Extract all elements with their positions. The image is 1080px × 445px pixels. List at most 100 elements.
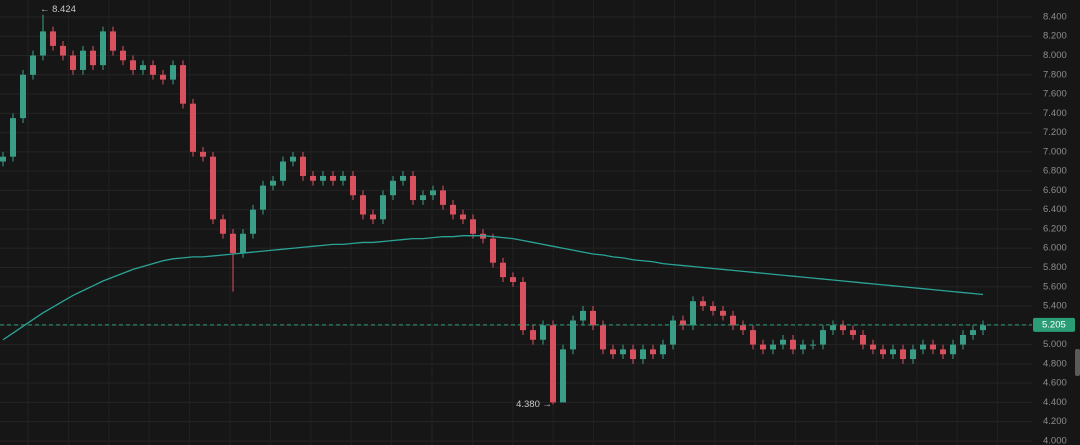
candle-body: [690, 301, 696, 326]
candle-body: [470, 219, 476, 234]
candle-body: [460, 214, 466, 220]
high-annotation: ← 8.424: [40, 4, 76, 15]
candle-body: [540, 325, 546, 340]
candle-body: [580, 310, 586, 321]
candle-body: [60, 45, 66, 56]
candle-body: [770, 344, 776, 350]
candle-body: [890, 349, 896, 355]
candle-body: [750, 330, 756, 345]
y-tick-label: 7.400: [1043, 108, 1067, 119]
candle-body: [570, 320, 576, 350]
candle-body: [820, 330, 826, 345]
candle-body: [640, 349, 646, 360]
y-tick-label: 6.800: [1043, 166, 1067, 177]
candle-body: [910, 349, 916, 360]
candle-body: [680, 320, 686, 326]
candle-body: [550, 325, 556, 403]
candle-body: [100, 31, 106, 66]
candle-body: [630, 349, 636, 360]
y-tick-label: 8.200: [1043, 31, 1067, 42]
candle-body: [430, 190, 436, 196]
candle-body: [850, 330, 856, 335]
candle-body: [800, 344, 806, 350]
candle-body: [260, 185, 266, 210]
y-tick-label: 7.800: [1043, 69, 1067, 80]
candle-body: [280, 161, 286, 181]
candle-body: [300, 156, 306, 176]
candle-body: [930, 344, 936, 350]
candle-body: [0, 156, 6, 162]
candle-body: [240, 233, 246, 254]
price-label-box: [1033, 317, 1075, 332]
y-tick-label: 6.200: [1043, 223, 1067, 234]
candle-body: [950, 344, 956, 355]
candle-body: [620, 349, 626, 355]
candle-body: [710, 306, 716, 311]
y-tick-label: 7.200: [1043, 127, 1067, 138]
y-tick-label: 4.600: [1043, 378, 1067, 389]
candle-body: [130, 60, 136, 70]
candle-body: [310, 175, 316, 181]
candle-body: [840, 325, 846, 331]
candle-body: [490, 238, 496, 263]
candle-body: [510, 277, 516, 282]
y-tick-label: 5.400: [1043, 301, 1067, 312]
candle-body: [70, 55, 76, 70]
candle-body: [960, 334, 966, 345]
candle-body: [760, 344, 766, 350]
candle-body: [80, 50, 86, 70]
candle-body: [400, 175, 406, 181]
y-tick-label: 8.000: [1043, 50, 1067, 61]
candle-body: [160, 74, 166, 80]
candle-body: [190, 103, 196, 152]
candle-body: [860, 334, 866, 345]
candle-body: [50, 31, 56, 46]
candle-body: [90, 50, 96, 66]
candle-body: [940, 349, 946, 355]
candle-body: [530, 330, 536, 340]
y-tick-label: 4.800: [1043, 358, 1067, 369]
candle-body: [320, 175, 326, 181]
candle-body: [270, 180, 276, 186]
candle-body: [150, 65, 156, 75]
candle-body: [900, 349, 906, 360]
candle-body: [200, 151, 206, 157]
candle-body: [740, 325, 746, 331]
candle-body: [590, 310, 596, 326]
candle-body: [780, 339, 786, 345]
scroll-handle[interactable]: [1075, 349, 1080, 376]
low-annotation: 4.380 →: [516, 399, 552, 410]
candle-body: [330, 175, 336, 181]
candle-body: [140, 65, 146, 70]
y-tick-label: 5.800: [1043, 262, 1067, 273]
y-tick-label: 8.400: [1043, 11, 1067, 22]
candle-body: [370, 214, 376, 220]
y-tick-label: 6.000: [1043, 243, 1067, 254]
candle-body: [10, 118, 16, 157]
candle-body: [670, 320, 676, 345]
candle-body: [210, 156, 216, 220]
candle-body: [110, 31, 116, 51]
candle-body: [920, 344, 926, 350]
candle-body: [180, 65, 186, 104]
candle-body: [340, 175, 346, 181]
candle-body: [290, 156, 296, 162]
y-tick-label: 4.000: [1043, 435, 1067, 445]
y-tick-label: 7.600: [1043, 89, 1067, 100]
y-tick-label: 4.200: [1043, 416, 1067, 427]
candle-body: [230, 233, 236, 254]
candle-body: [120, 50, 126, 61]
candle-body: [220, 219, 226, 234]
y-tick-label: 6.600: [1043, 185, 1067, 196]
candle-body: [170, 65, 176, 80]
candle-body: [610, 349, 616, 355]
candle-body: [600, 325, 606, 350]
candle-body: [440, 190, 446, 205]
candle-body: [730, 315, 736, 326]
candle-body: [30, 55, 36, 75]
candle-body: [520, 281, 526, 331]
y-tick-label: 5.000: [1043, 339, 1067, 350]
candle-body: [390, 180, 396, 196]
candle-body: [880, 349, 886, 355]
